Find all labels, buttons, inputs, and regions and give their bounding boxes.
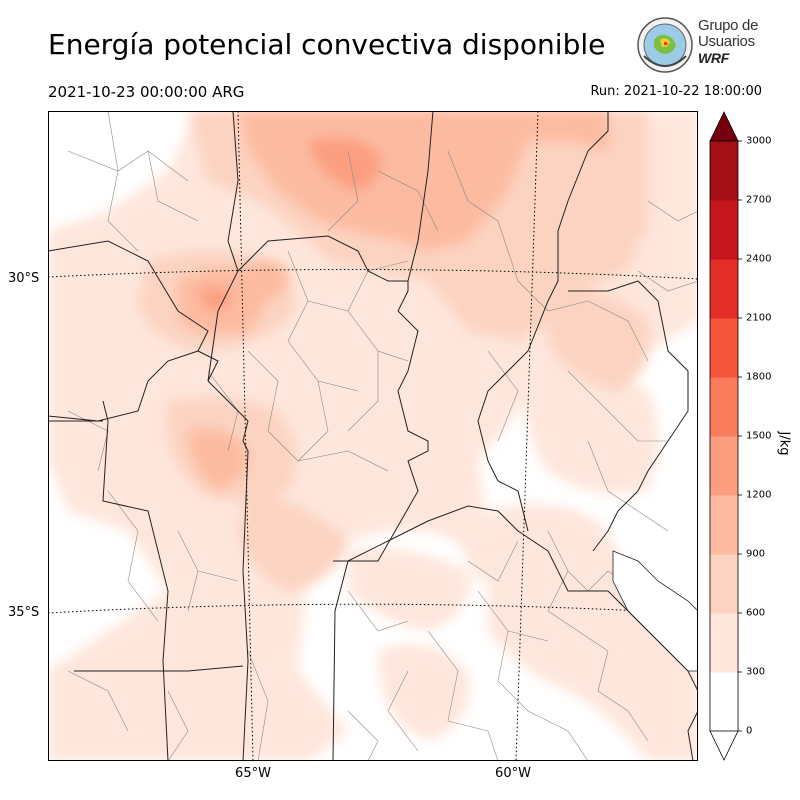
map-canvas (48, 111, 698, 761)
colorbar-cell (710, 141, 738, 201)
colorbar-max-arrow (709, 111, 739, 142)
lon-label-60w: 60°W (495, 766, 531, 781)
colorbar-tick-label: 2700 (746, 194, 772, 206)
colorbar-tick-label: 300 (746, 666, 766, 678)
colorbar-tick-label: 600 (746, 607, 766, 619)
logo-line-3: WRF (698, 50, 729, 66)
colorbar-tick-label: 900 (746, 548, 766, 560)
lat-label-35s: 35°S (8, 605, 40, 620)
wrf-users-logo: Grupo de Usuarios WRF (636, 16, 766, 76)
logo-text: Grupo de Usuarios WRF (698, 17, 759, 67)
colorbar: 0 300 600 900 1200 1500 1800 2100 2400 2700 3000 (708, 111, 788, 763)
cape-map (48, 111, 698, 761)
colorbar-cell (710, 200, 738, 260)
colorbar-tick-label: 1200 (746, 489, 772, 501)
river-plate-estuary (612, 550, 698, 672)
colorbar-cell (710, 495, 738, 555)
valid-time: 2021-10-23 00:00:00 ARG (48, 83, 245, 101)
colorbar-tick-label: 1500 (746, 430, 772, 442)
globe-seal-icon (637, 17, 693, 73)
colorbar-tick-label: 0 (746, 725, 753, 737)
colorbar-unit-label: J/kg (776, 431, 792, 456)
province-boundaries (48, 111, 689, 761)
colorbar-min-arrow (709, 730, 739, 761)
lat-label-30s: 30°S (8, 271, 40, 286)
colorbar-cell (710, 318, 738, 378)
logo-line-1: Grupo de (698, 17, 759, 34)
colorbar-cell (710, 259, 738, 319)
map-frame (48, 111, 698, 761)
cape-level-900-1200 (198, 137, 381, 311)
lon-label-65w: 65°W (235, 766, 271, 781)
colorbar-tick-label: 3000 (746, 135, 772, 147)
run-time: Run: 2021-10-22 18:00:00 (590, 84, 762, 99)
colorbar-cell (710, 672, 738, 732)
colorbar-cell (710, 613, 738, 673)
colorbar-cell (710, 377, 738, 437)
colorbar-tick-label: 1800 (746, 371, 772, 383)
colorbar-scale (709, 111, 742, 761)
colorbar-tick-label: 2400 (746, 253, 772, 265)
department-boundaries (67, 111, 698, 761)
logo-line-2: Usuarios (698, 33, 755, 50)
page-title: Energía potencial convectiva disponible (48, 28, 606, 61)
colorbar-tick-label: 2100 (746, 312, 772, 324)
colorbar-cell (710, 554, 738, 614)
colorbar-cell (710, 436, 738, 496)
coastline (607, 590, 698, 761)
